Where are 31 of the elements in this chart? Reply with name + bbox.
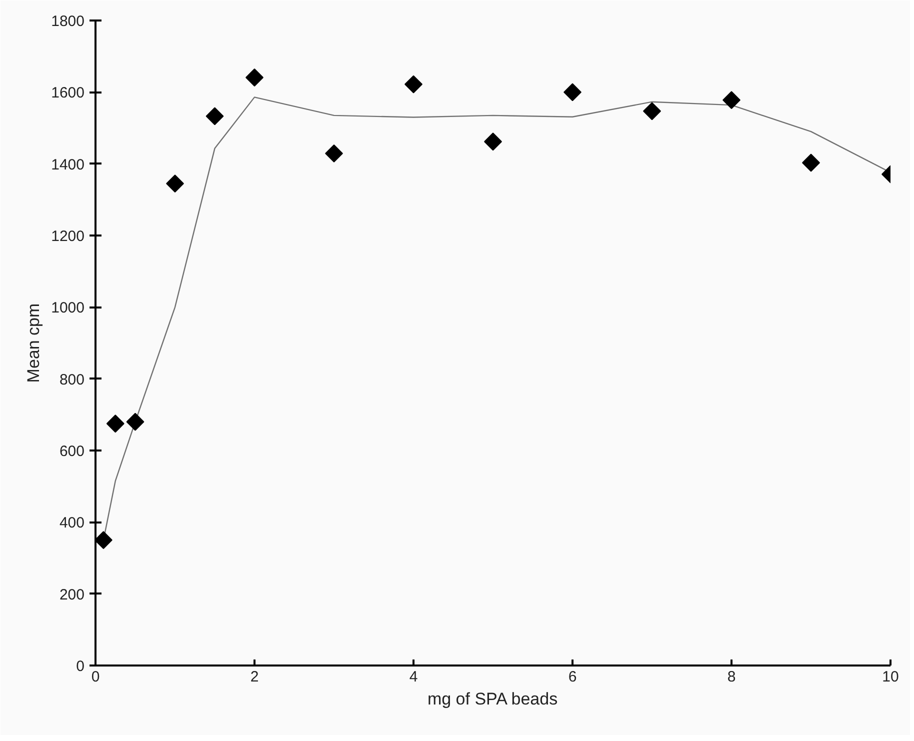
point [564, 83, 582, 102]
point [126, 412, 144, 431]
y-tick-label: 1400 [51, 156, 85, 174]
y-tick-label: 1800 [51, 13, 85, 30]
y-tick-label: 1600 [51, 84, 85, 102]
point [722, 91, 740, 110]
y-tick-label: 200 [59, 586, 85, 604]
point [166, 174, 184, 193]
x-tick-label: 10 [882, 668, 899, 686]
point [96, 531, 112, 550]
point [206, 107, 224, 126]
x-axis-title: mg of SPA beads [427, 690, 558, 708]
x-tick-label: 8 [727, 668, 736, 686]
x-tick-label: 6 [568, 668, 577, 686]
y-tick-label: 600 [59, 443, 85, 460]
y-tick-label: 0 [76, 658, 84, 675]
point [643, 102, 661, 120]
y-tick-label: 400 [59, 514, 85, 532]
point [106, 414, 124, 433]
point [325, 144, 343, 162]
point [802, 154, 820, 172]
point [246, 68, 264, 86]
x-tick-label: 4 [409, 668, 418, 686]
point [484, 132, 502, 151]
y-tick-label: 1200 [51, 228, 85, 245]
x-tick-label: 0 [91, 668, 100, 686]
y-tick-label: 1000 [51, 300, 85, 317]
y-axis-title: Mean cpm [24, 303, 44, 383]
point [404, 75, 422, 94]
y-tick-label: 800 [59, 371, 85, 388]
x-tick-label: 2 [250, 668, 259, 686]
